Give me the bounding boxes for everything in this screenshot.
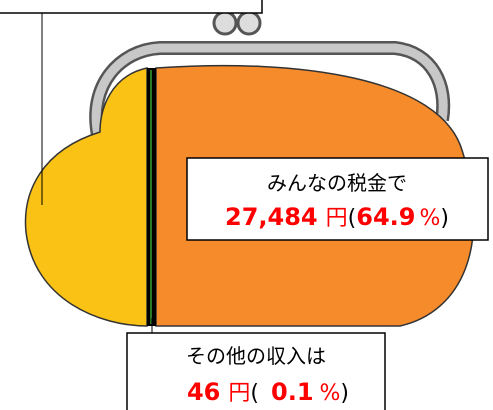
label-box (0, 0, 263, 14)
paren: ) (340, 381, 349, 406)
amount: 46 (187, 378, 220, 406)
purse-yellow (24, 67, 148, 327)
paren: ) (440, 206, 449, 231)
label-value: 27,484 円(64.9%) (225, 203, 449, 231)
share: 64.9 (356, 203, 415, 231)
label-text: みんなの税金で (267, 171, 407, 195)
label-value: 46 円(0.1%) (187, 378, 349, 406)
label-box (186, 157, 489, 241)
unit: 円 (326, 206, 348, 231)
clasp-frame (91, 43, 448, 136)
paren: ( (348, 206, 357, 231)
label-box (126, 332, 386, 410)
percent: % (320, 381, 341, 406)
amount: 27,484 (225, 203, 318, 231)
label-text: その他の収入は (186, 344, 326, 368)
clasp-knob (236, 10, 262, 36)
percent: % (419, 206, 440, 231)
share: 0.1 (271, 378, 314, 406)
unit: 円 (228, 381, 250, 406)
clasp-knob (212, 10, 238, 36)
paren: ( (250, 381, 259, 406)
